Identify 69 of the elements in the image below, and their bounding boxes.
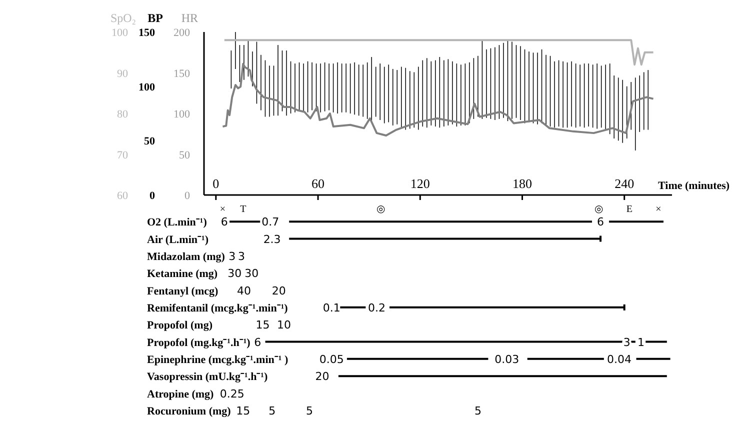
category-label: Vasopressin (mU.kg⁻¹.h⁻¹): [147, 371, 268, 384]
y2-tick-label: 100: [174, 108, 190, 120]
text: T: [240, 204, 246, 215]
text: 0.25: [220, 387, 244, 400]
text: 0.03: [494, 352, 520, 366]
text: ◎: [594, 204, 604, 215]
y2-tick-label: 150: [174, 68, 190, 80]
category-label: Atropine (mg): [147, 388, 214, 400]
text: 1: [638, 336, 645, 349]
text: 6: [597, 216, 604, 229]
category-label: Propofol (mg.kg⁻¹.h⁻¹): [147, 336, 251, 349]
y-axis-title: BP: [148, 11, 163, 25]
category-label: Ketamine (mg): [147, 268, 218, 280]
y2-tick-label: 200: [174, 27, 190, 39]
category-label: Remifentanil (mcg.kg⁻¹.min⁻¹): [147, 302, 288, 314]
line-series: [222, 62, 654, 137]
category-label: Air (L.min⁻¹): [147, 234, 209, 246]
y2-tick-label: 0: [184, 190, 190, 202]
text: 3: [228, 250, 236, 263]
text: 5: [268, 404, 276, 418]
text: 0.05: [319, 352, 344, 366]
category-label: Propofol (mg): [147, 320, 213, 332]
line-series: [223, 39, 654, 66]
x-tick-label: 180: [512, 176, 532, 191]
category-label: O2 (L.min⁻¹): [147, 216, 208, 229]
text: ×: [220, 204, 226, 215]
y3-tick-label: 70: [117, 149, 128, 162]
text: 5: [306, 404, 314, 418]
y3-axis-title: SpO₂: [110, 11, 136, 25]
text: 15: [236, 404, 250, 418]
y-tick-label: 150: [138, 27, 156, 39]
text: 3: [238, 250, 245, 263]
x-axis-title: Time (minutes): [658, 180, 730, 192]
y2-axis-title: HR: [181, 11, 198, 25]
category-label: Midazolam (mg): [147, 250, 226, 263]
text: 0.7: [262, 216, 280, 229]
text: 30: [228, 267, 242, 280]
x-tick-label: 120: [410, 176, 430, 191]
category-label: Fentanyl (mcg): [147, 285, 219, 298]
y-tick-label: 50: [144, 136, 156, 148]
text: 0.2: [368, 301, 386, 314]
text: 30: [244, 267, 259, 280]
text: 20: [272, 284, 286, 298]
text: 0.04: [606, 352, 632, 366]
text: ◎: [376, 204, 386, 215]
text: 6: [254, 336, 262, 349]
text: 15: [256, 318, 270, 332]
text: 10: [276, 318, 291, 332]
text: 20: [315, 370, 330, 384]
text: 5: [474, 404, 482, 418]
y-tick-label: 0: [150, 190, 156, 202]
category-label: Rocuronium (mg): [147, 405, 232, 418]
y3-tick-label: 100: [112, 27, 128, 39]
y-tick-label: 100: [138, 81, 156, 94]
x-tick-label: 60: [312, 176, 325, 191]
x-tick-label: 240: [614, 176, 634, 191]
y3-tick-label: 90: [117, 68, 128, 80]
x-tick-label: 0: [212, 176, 220, 191]
text: 2.3: [263, 232, 281, 246]
y2-tick-label: 50: [179, 149, 190, 162]
text: 6: [220, 216, 228, 229]
y3-tick-label: 80: [117, 108, 128, 120]
text: 3: [623, 336, 630, 349]
text: 0.1: [322, 301, 340, 314]
text: 40: [236, 284, 251, 298]
text: E: [626, 204, 633, 215]
category-label: Epinephrine (mcg.kg⁻¹.min⁻¹ ): [147, 354, 288, 366]
text: ×: [656, 204, 662, 215]
y3-tick-label: 60: [117, 190, 128, 202]
